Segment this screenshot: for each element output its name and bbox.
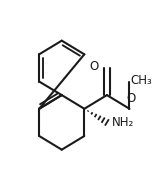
Text: O: O (127, 92, 136, 105)
Text: NH₂: NH₂ (112, 116, 134, 129)
Text: O: O (90, 60, 99, 73)
Text: CH₃: CH₃ (131, 74, 153, 87)
